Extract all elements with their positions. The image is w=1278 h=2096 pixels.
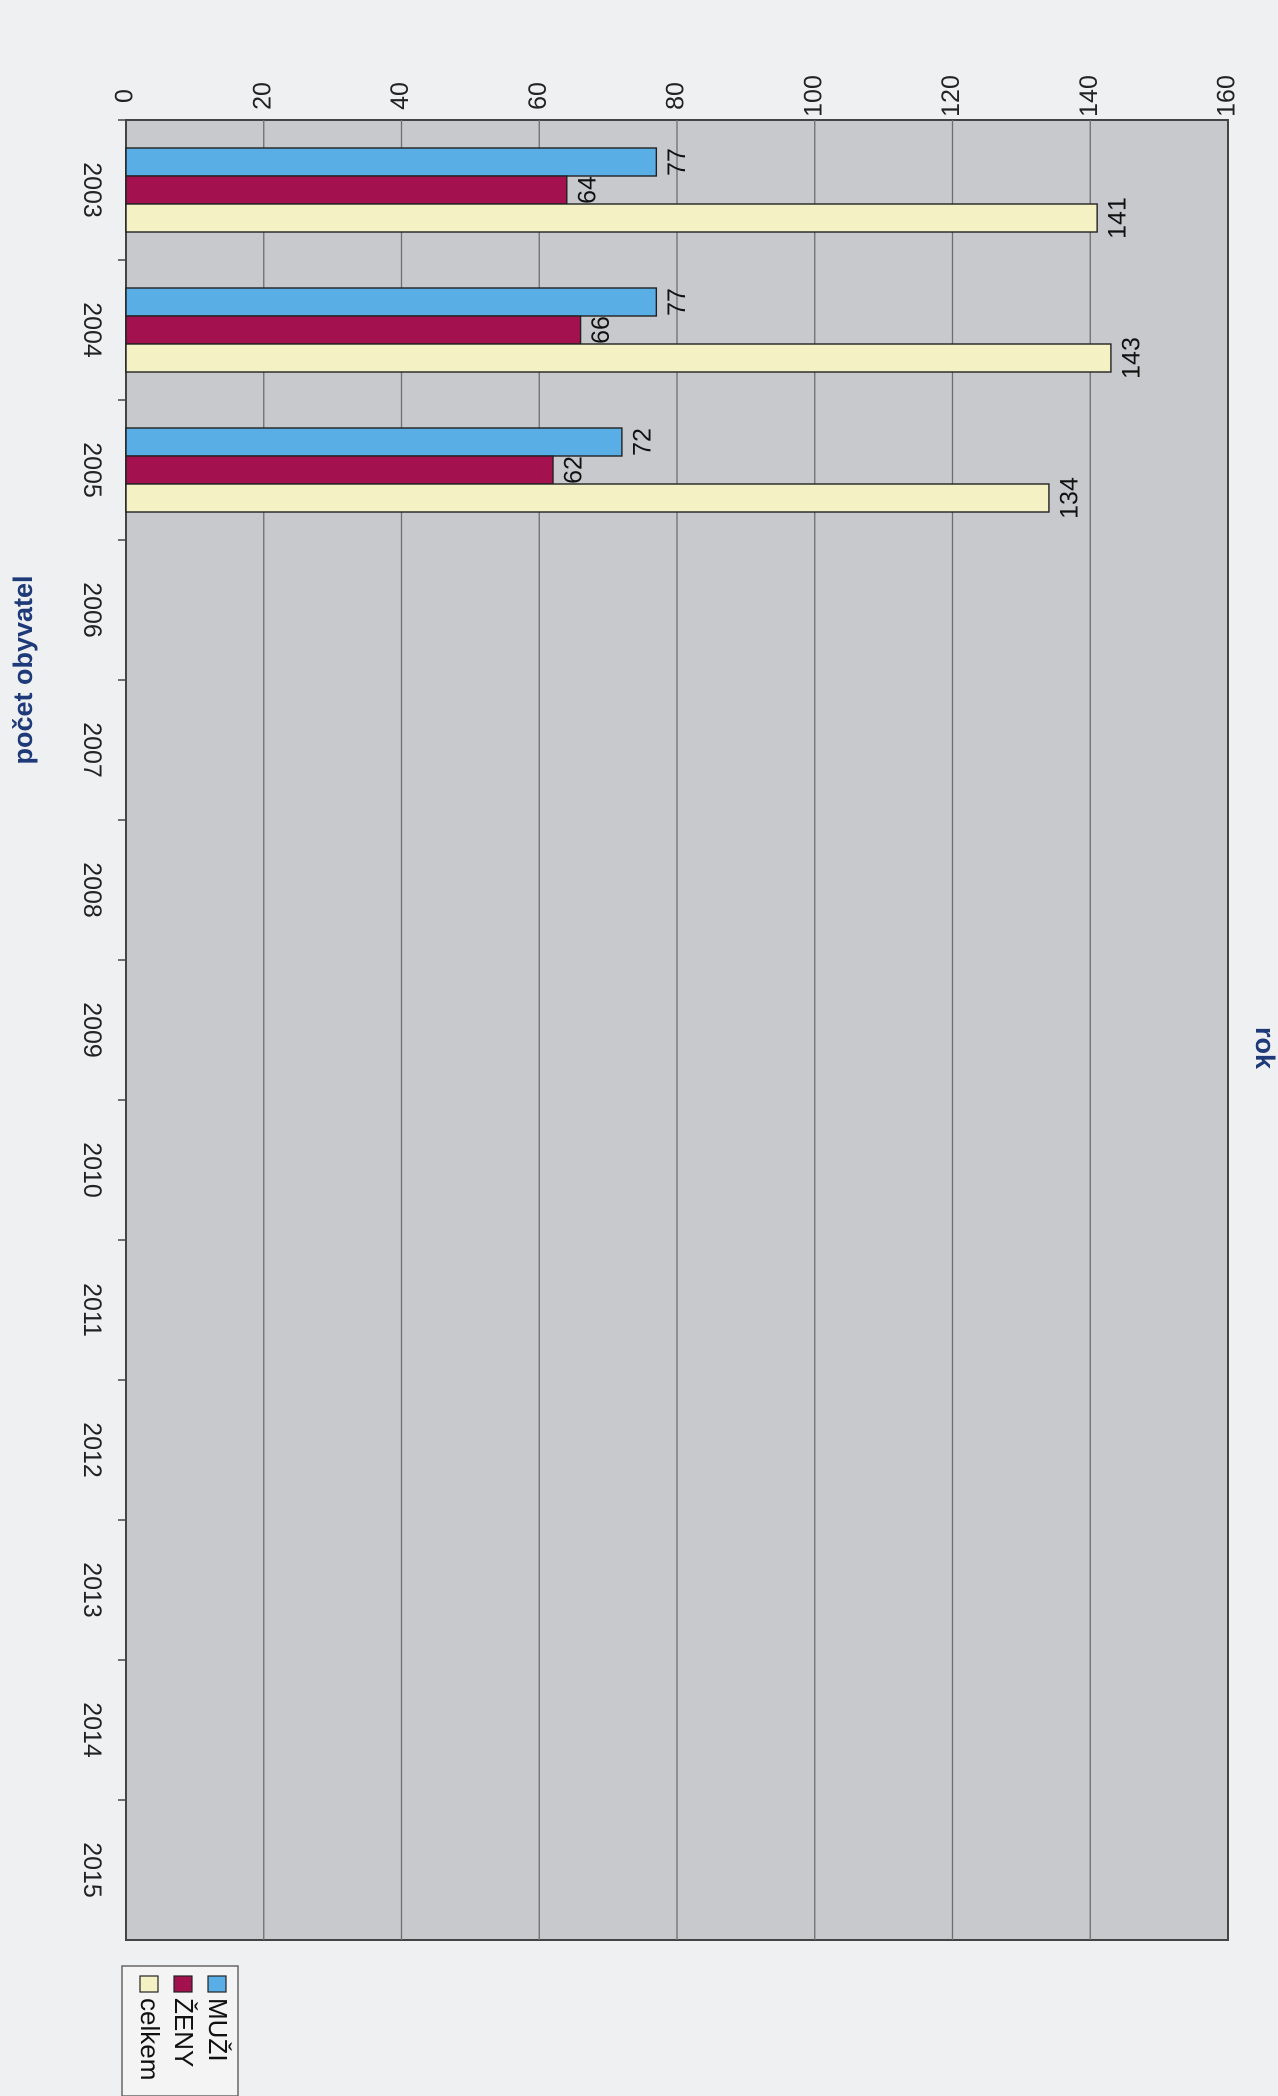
x-tick-label: 2008 (78, 862, 106, 918)
legend-box (121, 1965, 239, 2096)
y-tick-label: 40 (386, 82, 414, 110)
y-tick-label: 140 (1075, 75, 1103, 117)
x-tick-label: 2015 (78, 1842, 106, 1898)
x-axis-title: rok (1250, 1027, 1278, 1070)
y-tick-label: 120 (937, 75, 965, 117)
y-tick-label: 60 (524, 82, 552, 110)
x-tick-label: 2013 (78, 1562, 106, 1618)
bar (125, 175, 568, 205)
x-tick-label: 2005 (78, 442, 106, 498)
bar (125, 343, 1112, 373)
data-label: 141 (1104, 197, 1132, 239)
x-tick-label: 2010 (78, 1142, 106, 1198)
x-tick-label: 2011 (78, 1283, 106, 1337)
legend-swatch (207, 1975, 227, 1993)
bar (125, 203, 1098, 233)
legend-swatch (139, 1975, 159, 1993)
bar (125, 287, 658, 317)
x-tick-label: 2006 (78, 582, 106, 638)
x-tick-label: 2003 (78, 162, 106, 218)
data-label: 143 (1118, 337, 1146, 379)
data-label: 134 (1056, 477, 1084, 519)
y-tick-label: 160 (1213, 75, 1241, 117)
bar (125, 483, 1050, 513)
bar (125, 147, 658, 177)
legend-swatch (173, 1975, 193, 1993)
bar (125, 455, 554, 485)
legend-label: ŽENY (169, 1998, 199, 2067)
data-label: 77 (663, 288, 691, 316)
y-tick-label: 0 (111, 89, 139, 103)
data-label: 62 (560, 456, 588, 484)
legend-label: MUŽI (203, 1998, 233, 2062)
y-tick-label: 100 (799, 75, 827, 117)
y-axis-title: počet obyvatel (8, 575, 38, 764)
x-tick-label: 2007 (78, 722, 106, 778)
legend-label: celkem (135, 1998, 165, 2080)
data-label: 77 (663, 148, 691, 176)
data-label: 64 (573, 176, 601, 204)
y-tick-label: 80 (662, 82, 690, 110)
x-tick-label: 2014 (78, 1702, 106, 1758)
bar (125, 427, 623, 457)
x-tick-label: 2012 (78, 1422, 106, 1478)
data-label: 72 (629, 428, 657, 456)
y-tick-label: 20 (248, 82, 276, 110)
x-tick-label: 2004 (78, 302, 106, 358)
bar (125, 315, 582, 345)
data-label: 66 (587, 316, 615, 344)
x-tick-label: 2009 (78, 1002, 106, 1058)
